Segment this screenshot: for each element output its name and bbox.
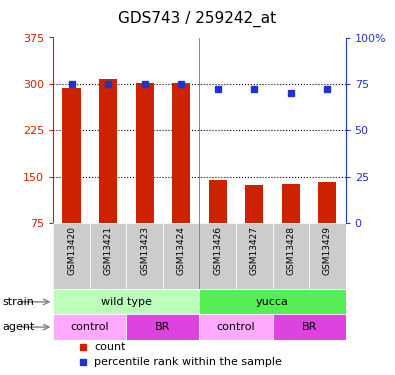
Text: GSM13429: GSM13429 xyxy=(323,226,332,275)
Bar xyxy=(53,315,126,340)
Text: wild type: wild type xyxy=(101,297,152,307)
Bar xyxy=(53,289,199,315)
Bar xyxy=(62,88,81,223)
Text: count: count xyxy=(94,342,126,352)
Text: GSM13423: GSM13423 xyxy=(140,226,149,275)
Bar xyxy=(209,180,227,223)
Text: control: control xyxy=(217,322,255,332)
Bar xyxy=(318,182,337,223)
Bar xyxy=(199,289,346,315)
Bar xyxy=(273,315,346,340)
Text: GSM13420: GSM13420 xyxy=(67,226,76,275)
Bar xyxy=(172,82,190,223)
Text: GSM13424: GSM13424 xyxy=(177,226,186,275)
Text: yucca: yucca xyxy=(256,297,289,307)
Text: BR: BR xyxy=(301,322,317,332)
Bar xyxy=(273,223,309,289)
Bar xyxy=(126,223,163,289)
Text: BR: BR xyxy=(155,322,171,332)
Text: control: control xyxy=(71,322,109,332)
Bar xyxy=(199,223,236,289)
Bar xyxy=(53,223,90,289)
Bar xyxy=(309,223,346,289)
Bar xyxy=(245,185,263,223)
Bar xyxy=(126,315,199,340)
Text: GSM13421: GSM13421 xyxy=(103,226,113,275)
Text: GSM13426: GSM13426 xyxy=(213,226,222,275)
Bar xyxy=(163,223,199,289)
Bar xyxy=(282,184,300,223)
Text: percentile rank within the sample: percentile rank within the sample xyxy=(94,357,282,367)
Text: GSM13427: GSM13427 xyxy=(250,226,259,275)
Text: strain: strain xyxy=(2,297,34,307)
Bar xyxy=(199,315,273,340)
Bar xyxy=(135,82,154,223)
Text: agent: agent xyxy=(2,322,34,332)
Bar xyxy=(236,223,273,289)
Bar xyxy=(90,223,126,289)
Text: GSM13428: GSM13428 xyxy=(286,226,295,275)
Bar xyxy=(99,79,117,223)
Text: GDS743 / 259242_at: GDS743 / 259242_at xyxy=(118,11,276,27)
